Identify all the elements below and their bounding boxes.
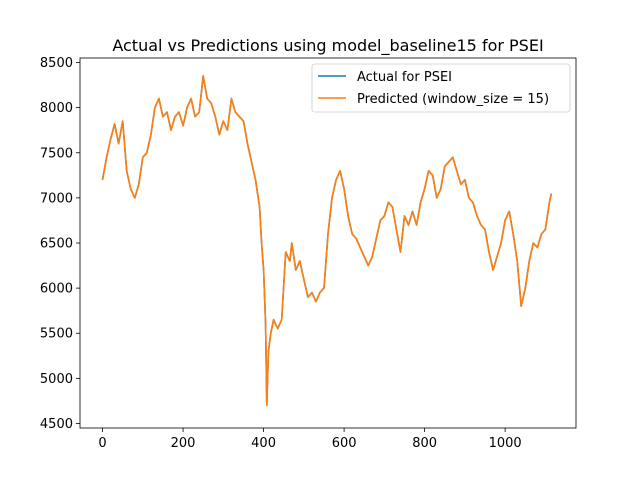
y-axis: 4500 5000 5500 6000 6500 7000 7500 8000 8500	[40, 56, 80, 432]
x-axis: 0 200 400 600 800 1000	[98, 428, 522, 451]
x-tick-label: 1000	[489, 436, 522, 451]
chart-title: Actual vs Predictions using model_baseli…	[112, 36, 543, 56]
y-tick-label: 6500	[40, 237, 73, 252]
y-tick-label: 7500	[40, 146, 73, 161]
legend-label-actual: Actual for PSEI	[357, 70, 452, 85]
y-tick-label: 8500	[40, 56, 73, 71]
series-layer	[101, 75, 553, 407]
legend: Actual for PSEI Predicted (window_size =…	[311, 63, 571, 113]
series-line-1	[101, 75, 553, 407]
y-tick-label: 5000	[40, 372, 73, 387]
x-tick-label: 600	[332, 436, 357, 451]
y-tick-label: 4500	[40, 417, 73, 432]
y-tick-label: 6000	[40, 282, 73, 297]
legend-label-predicted: Predicted (window_size = 15)	[357, 92, 549, 107]
x-tick-label: 800	[412, 436, 437, 451]
y-tick-label: 7000	[40, 191, 73, 206]
x-tick-label: 200	[171, 436, 196, 451]
x-tick-label: 400	[251, 436, 276, 451]
x-tick-label: 0	[98, 436, 106, 451]
y-tick-label: 8000	[40, 101, 73, 116]
y-tick-label: 5500	[40, 327, 73, 342]
legend-box	[311, 63, 571, 113]
